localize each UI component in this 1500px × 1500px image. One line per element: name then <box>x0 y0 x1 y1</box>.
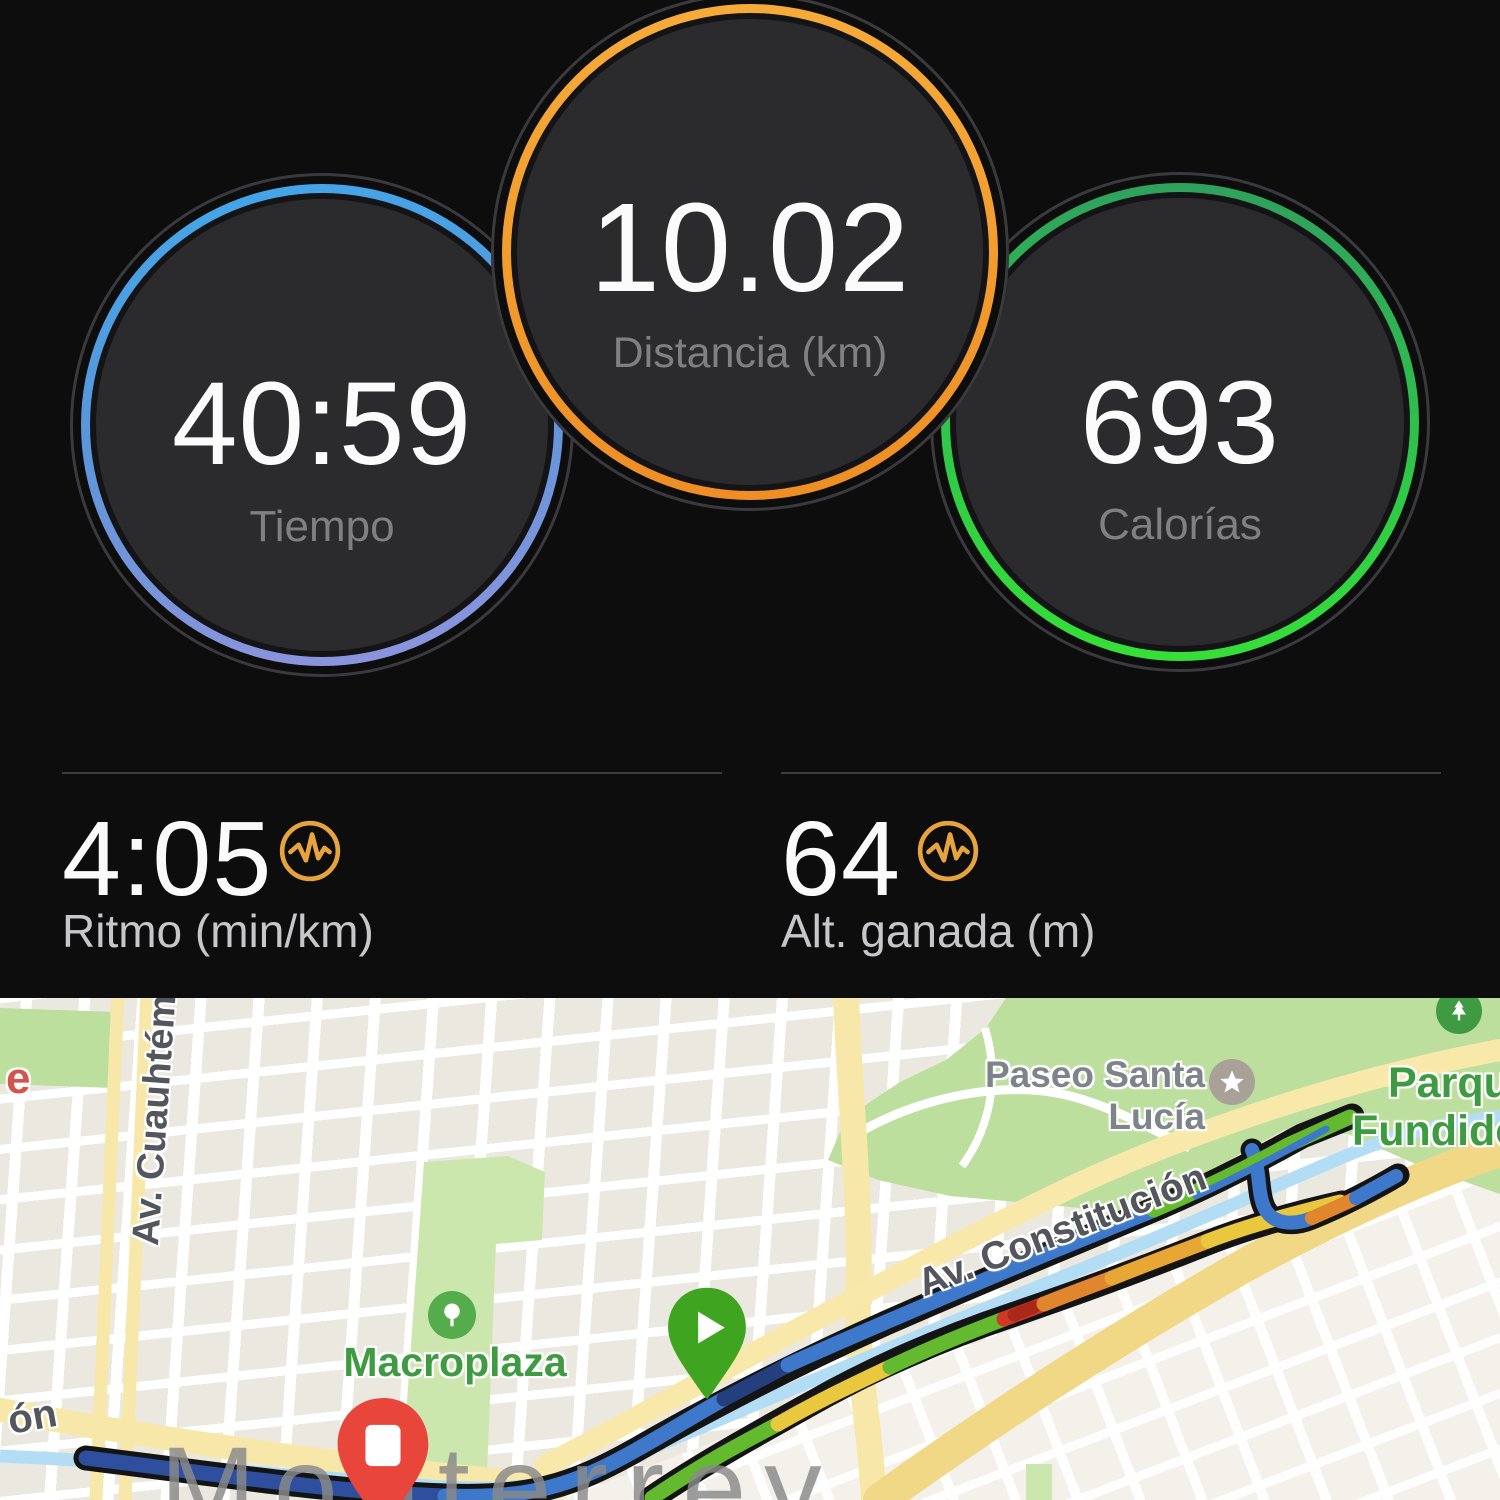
macroplaza-label: Macroplaza <box>343 1339 567 1385</box>
ring-disc <box>96 199 548 651</box>
fundidora-poi-icon[interactable] <box>1436 998 1482 1034</box>
map-canvas <box>0 998 1500 1500</box>
pace-divider <box>62 772 722 774</box>
partial-street-label: ón <box>4 1391 61 1443</box>
ring-disc <box>956 198 1404 646</box>
pulse-icon <box>917 820 979 882</box>
route-map[interactable]: Macroplaza Paseo Santa Lucía Parque Fund… <box>0 998 1500 1500</box>
partial-poi-label: e <box>6 1054 31 1103</box>
elevation-divider <box>781 772 1441 774</box>
paseo-santa-lucia-label-line1: Paseo Santa <box>984 1054 1205 1095</box>
time-ring: 40:59 Tiempo <box>70 173 574 677</box>
pulse-icon <box>279 820 341 882</box>
star-poi-icon[interactable] <box>1209 1059 1255 1105</box>
park-areas <box>0 998 1500 1500</box>
end-pin[interactable] <box>333 1396 433 1500</box>
calories-label: Calorías <box>1098 500 1262 549</box>
activity-stats-panel: 40:59 Tiempo 693 Calorías 10.02 Distanci… <box>62 0 1441 957</box>
elevation-label: Alt. ganada (m) <box>781 905 1096 957</box>
time-value: 40:59 <box>171 358 473 490</box>
distance-label: Distancia (km) <box>612 329 888 377</box>
paseo-santa-lucia-label-line2: Lucía <box>1108 1096 1205 1137</box>
parque-fundidora-label-line1: Parque <box>1388 1059 1500 1107</box>
play-icon <box>698 1311 725 1344</box>
calories-ring: 693 Calorías <box>930 172 1430 672</box>
ring-disc <box>517 19 983 485</box>
distance-ring: 10.02 Distancia (km) <box>491 0 1009 511</box>
ring-track <box>491 0 1009 511</box>
elevation-value: 64 <box>781 800 901 918</box>
time-label: Tiempo <box>249 502 395 551</box>
city-label: Monterrey <box>160 1424 840 1500</box>
distance-value: 10.02 <box>589 177 911 318</box>
park-tree-icon[interactable] <box>428 1291 476 1339</box>
pace-label: Ritmo (min/km) <box>62 905 374 957</box>
parque-fundidora-label-line2: Fundidora <box>1352 1107 1500 1155</box>
pace-value: 4:05 <box>62 800 273 918</box>
major-roads <box>0 998 1500 1500</box>
start-pin[interactable] <box>661 1286 753 1401</box>
calories-value: 693 <box>1080 357 1280 489</box>
stop-icon <box>365 1424 401 1467</box>
